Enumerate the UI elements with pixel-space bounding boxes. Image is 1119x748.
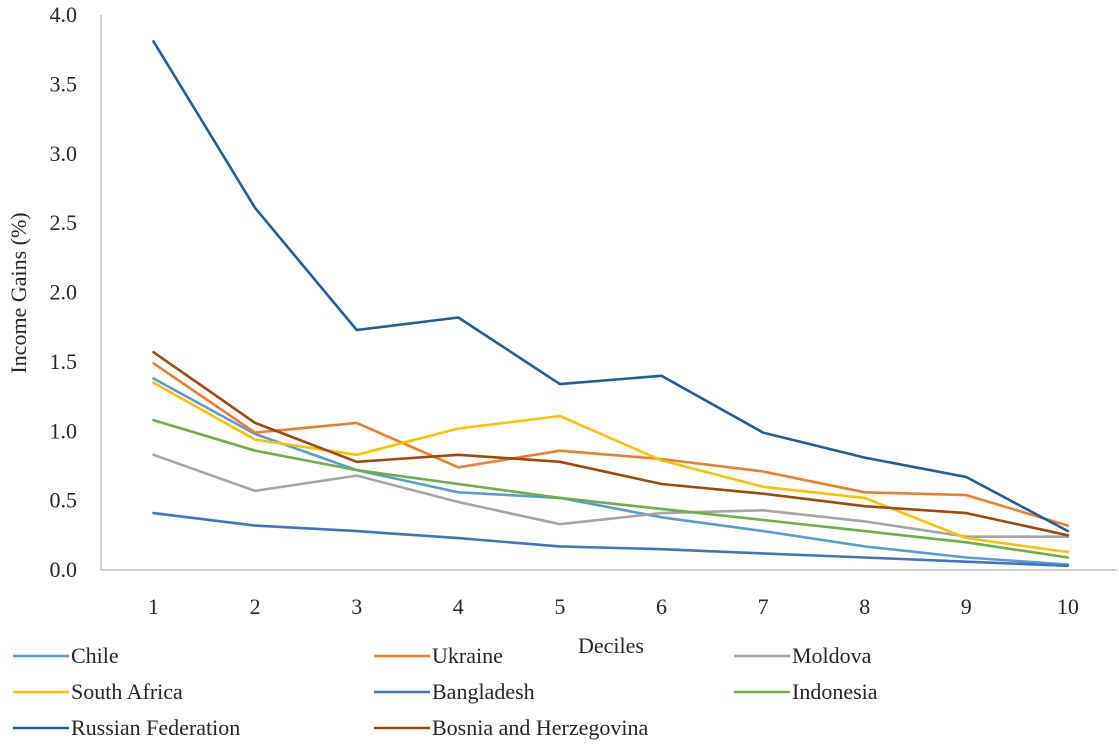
x-tick-label: 5 [554,594,565,619]
series-line-south-africa [152,381,1070,554]
legend-label-indonesia: Indonesia [792,679,878,704]
x-tick-label: 4 [453,594,464,619]
series-line-bangladesh [152,511,1070,568]
x-tick-label: 3 [351,594,362,619]
legend-label-russian-federation: Russian Federation [71,715,240,740]
series-line-russian-federation [152,40,1070,533]
x-tick-label: 6 [656,594,667,619]
y-tick-label: 3.0 [50,141,78,166]
y-tick-label: 4.0 [50,2,78,27]
legend-label-ukraine: Ukraine [432,643,503,668]
legend-label-south-africa: South Africa [71,679,183,704]
axes: 0.0 0.5 1.0 1.5 2.0 2.5 3.0 3.5 4.0 1 2 3 4 5 6 7 8 9 10 [50,2,1117,619]
series-line-ukraine [152,361,1070,527]
x-axis-title: Deciles [578,633,644,658]
y-tick-label: 0.5 [50,488,78,513]
y-tick-label: 1.0 [50,418,78,443]
series-line-indonesia [152,418,1070,559]
legend-label-bangladesh: Bangladesh [432,679,535,704]
legend: Chile Ukraine Moldova South Africa Banglades… [13,643,878,740]
y-tick-label: 0.0 [50,557,78,582]
legend-label-bosnia-and-herzegovina: Bosnia and Herzegovina [432,715,648,740]
x-tick-label: 7 [758,594,769,619]
series-line-moldova [152,453,1070,539]
series-line-bosnia-and-herzegovina [152,350,1070,537]
x-tick-label: 1 [148,594,159,619]
x-tick-label: 8 [859,594,870,619]
series-line-chile [152,377,1070,566]
y-tick-label: 3.5 [50,71,78,96]
series-layer [152,40,1070,568]
legend-label-chile: Chile [71,643,119,668]
x-tick-label: 2 [250,594,261,619]
x-tick-label: 9 [961,594,972,619]
y-tick-label: 2.0 [50,280,78,305]
legend-label-moldova: Moldova [792,643,872,668]
y-tick-label: 2.5 [50,210,78,235]
y-axis-title: Income Gains (%) [6,212,31,373]
x-tick-label: 10 [1057,594,1079,619]
y-tick-label: 1.5 [50,349,78,374]
